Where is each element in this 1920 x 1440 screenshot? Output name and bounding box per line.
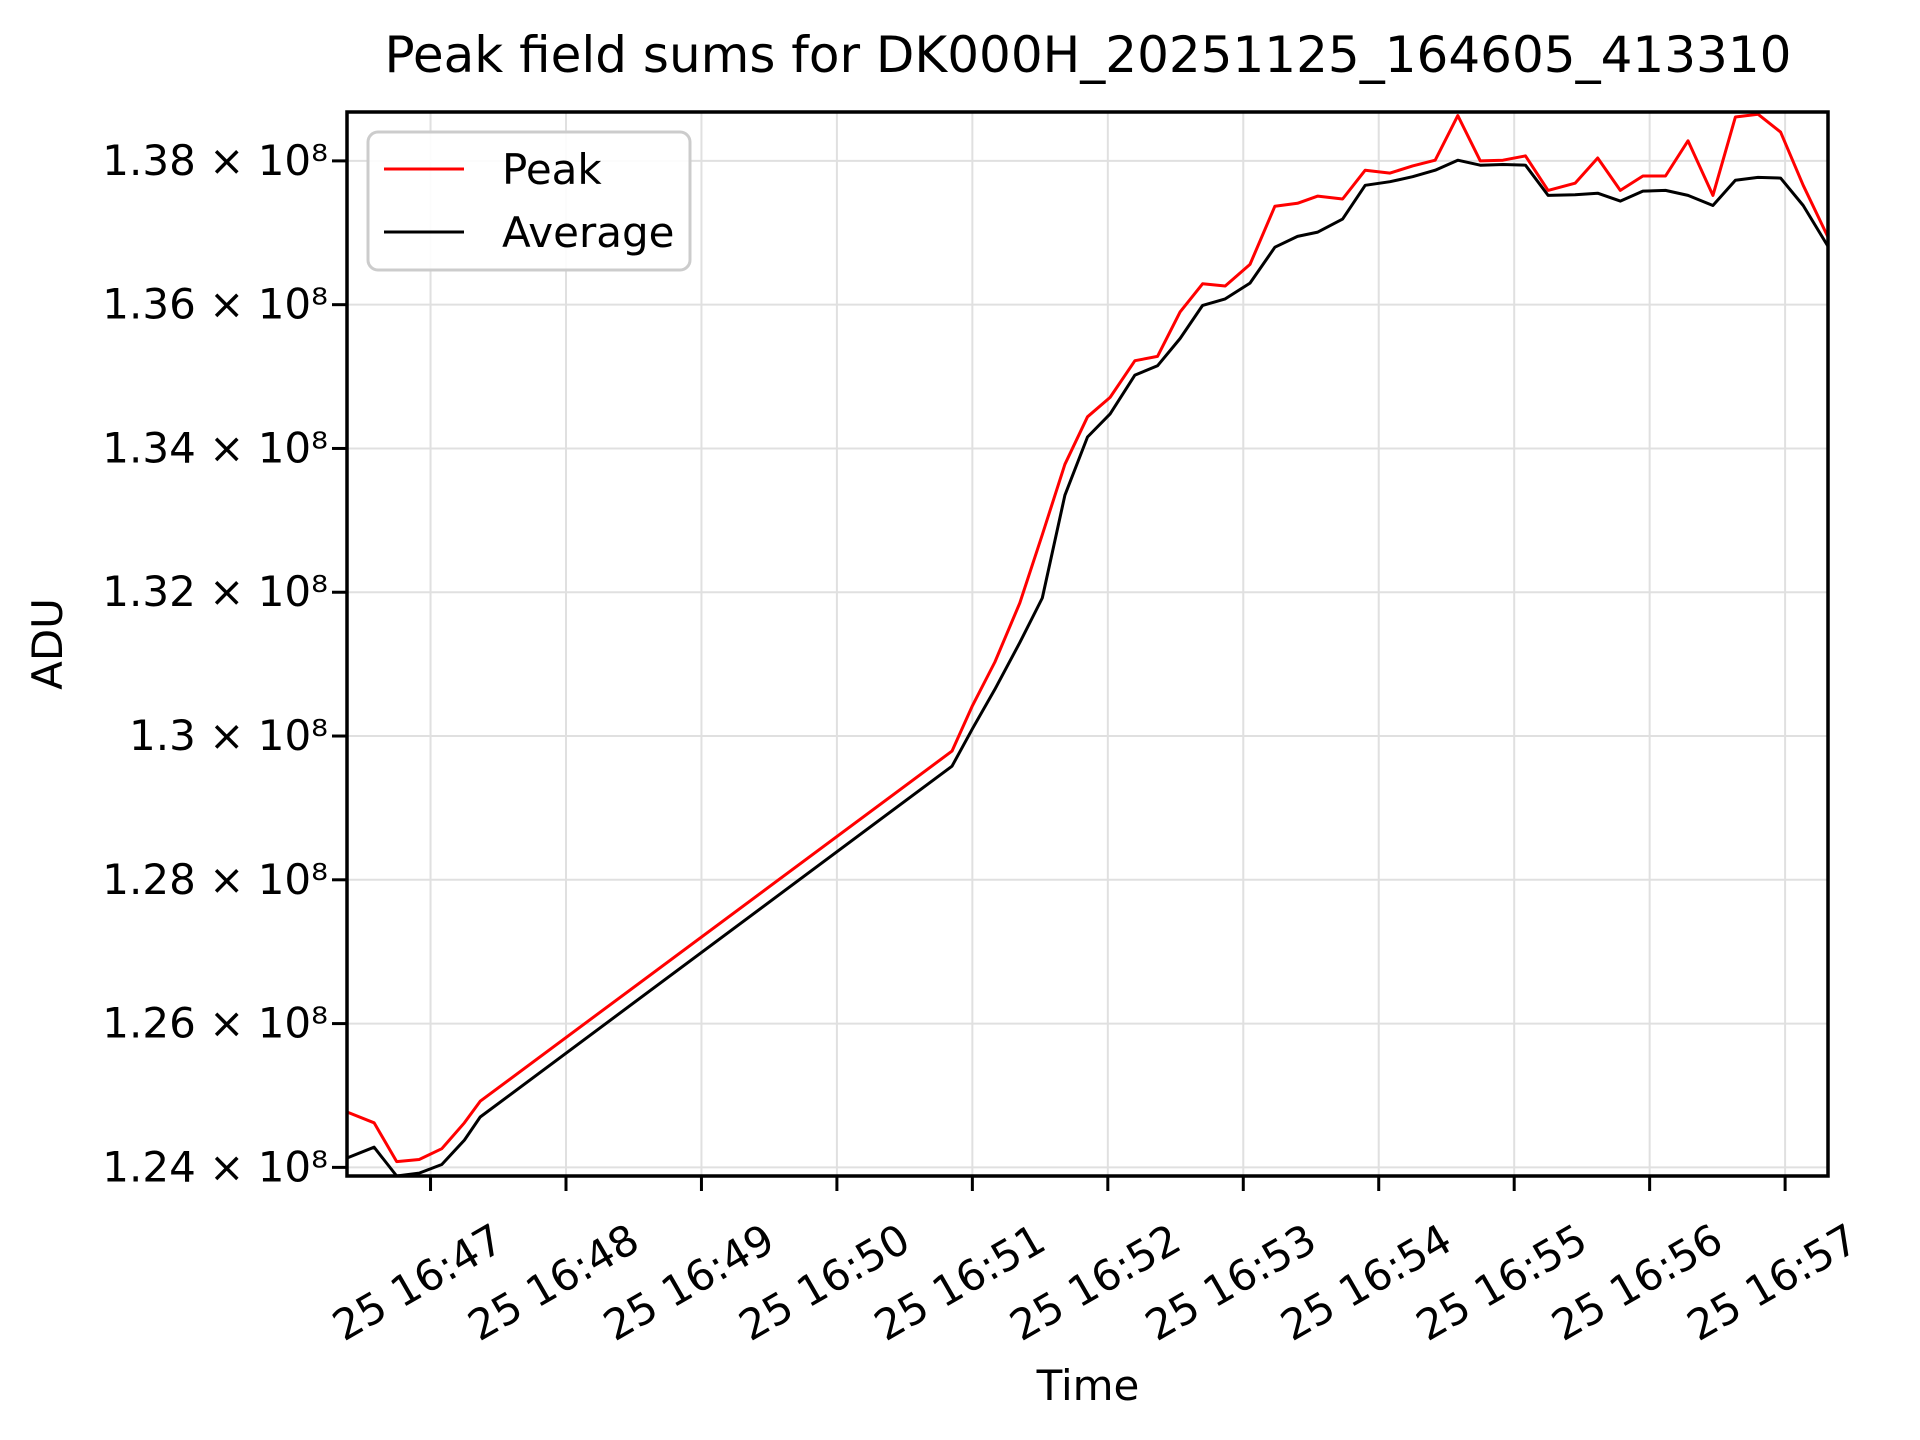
series-layer (346, 112, 1830, 1178)
legend-entry-label: Average (502, 208, 674, 257)
y-tick-label: 1.3 × 10⁸ (129, 711, 328, 760)
y-tick-label: 1.32 × 10⁸ (102, 567, 328, 616)
y-axis-label: ADU (23, 598, 72, 690)
legend-entry-label: Peak (502, 145, 602, 194)
y-tick-label: 1.34 × 10⁸ (102, 423, 328, 472)
grid-layer (347, 112, 1828, 1176)
legend: Peak Average (366, 130, 692, 272)
chart-title: Peak field sums for DK000H_20251125_1646… (385, 26, 1792, 84)
y-tick-label: 1.36 × 10⁸ (102, 280, 328, 329)
y-tick-label: 1.26 × 10⁸ (102, 999, 328, 1048)
series-line-peak (346, 112, 1830, 1164)
y-tick-label: 1.38 × 10⁸ (102, 136, 328, 185)
y-tick-label: 1.28 × 10⁸ (102, 855, 328, 904)
plot-border (345, 110, 1830, 1178)
x-axis-label: Time (1036, 1361, 1140, 1410)
y-tick-label: 1.24 × 10⁸ (102, 1142, 328, 1191)
series-line-average (346, 158, 1830, 1178)
legend-box (366, 130, 692, 272)
